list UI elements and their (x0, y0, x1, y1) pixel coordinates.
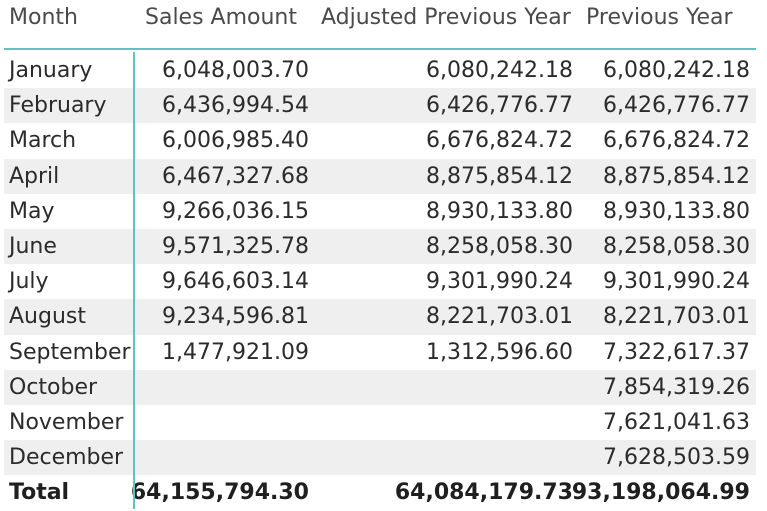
month-cell: July (9, 269, 49, 295)
adjusted-previous-year-cell: 8,258,058.30 (426, 233, 573, 259)
previous-year-cell: 9,301,990.24 (603, 269, 750, 295)
table-row: January 6,048,003.70 6,080,242.18 6,080,… (4, 53, 756, 88)
sales-amount-cell: 6,436,994.54 (162, 93, 309, 119)
previous-year-cell: 7,621,041.63 (603, 409, 750, 435)
adjusted-previous-year-cell: 8,875,854.12 (426, 163, 573, 189)
table-body: January 6,048,003.70 6,080,242.18 6,080,… (4, 53, 756, 511)
sales-amount-cell: 9,571,325.78 (162, 233, 309, 259)
column-header-previous-year[interactable]: Previous Year (586, 5, 733, 30)
table-row: December 7,628,503.59 (4, 440, 756, 476)
table-row: May 9,266,036.15 8,930,133.80 8,930,133.… (4, 194, 756, 229)
previous-year-cell: 8,875,854.12 (603, 163, 750, 189)
month-cell: March (9, 128, 77, 154)
total-row: Total 64,155,794.30 64,084,179.73 93,198… (4, 475, 756, 511)
sales-amount-cell: 6,467,327.68 (162, 163, 309, 189)
table-row: July 9,646,603.14 9,301,990.24 9,301,990… (4, 264, 756, 299)
table-row: October 7,854,319.26 (4, 369, 756, 405)
adjusted-previous-year-cell: 8,930,133.80 (426, 198, 573, 224)
header-row: Month Sales Amount Adjusted Previous Yea… (4, 0, 756, 50)
adjusted-previous-year-cell: 6,426,776.77 (426, 93, 573, 119)
month-cell: January (9, 58, 93, 83)
month-cell: May (9, 198, 55, 224)
previous-year-cell: 7,628,503.59 (603, 445, 750, 471)
previous-year-cell: 6,676,824.72 (603, 128, 750, 154)
sales-amount-cell: 9,266,036.15 (162, 198, 309, 224)
month-cell: September (9, 339, 131, 365)
month-cell: December (9, 445, 124, 471)
table-row: November 7,621,041.63 (4, 405, 756, 440)
month-cell: November (9, 409, 124, 435)
previous-year-cell: 7,854,319.26 (603, 374, 750, 400)
previous-year-cell: 8,258,058.30 (603, 233, 750, 259)
adjusted-previous-year-cell: 9,301,990.24 (426, 269, 573, 295)
table-row: March 6,006,985.40 6,676,824.72 6,676,82… (4, 123, 756, 158)
total-sales-amount: 64,155,794.30 (130, 480, 309, 506)
adjusted-previous-year-cell: 8,221,703.01 (426, 304, 573, 330)
previous-year-cell: 7,322,617.37 (603, 339, 750, 365)
total-previous-year: 93,198,064.99 (571, 480, 750, 506)
sales-amount-cell: 9,646,603.14 (162, 269, 309, 295)
adjusted-previous-year-cell: 6,080,242.18 (426, 58, 573, 83)
table-row: February 6,436,994.54 6,426,776.77 6,426… (4, 88, 756, 124)
table-row: April 6,467,327.68 8,875,854.12 8,875,85… (4, 158, 756, 194)
column-divider (133, 52, 135, 509)
total-adjusted-previous-year: 64,084,179.73 (394, 480, 573, 506)
adjusted-previous-year-cell: 1,312,596.60 (426, 339, 573, 365)
table-row: June 9,571,325.78 8,258,058.30 8,258,058… (4, 228, 756, 265)
column-header-month[interactable]: Month (9, 5, 78, 30)
month-cell: October (9, 374, 98, 400)
previous-year-cell: 8,930,133.80 (603, 198, 750, 224)
month-cell: August (9, 304, 86, 330)
previous-year-cell: 8,221,703.01 (603, 304, 750, 330)
matrix-table: Month Sales Amount Adjusted Previous Yea… (4, 0, 756, 511)
table-row: September 1,477,921.09 1,312,596.60 7,32… (4, 335, 756, 370)
sales-amount-cell: 1,477,921.09 (162, 339, 309, 365)
previous-year-cell: 6,080,242.18 (603, 58, 750, 83)
column-header-sales-amount[interactable]: Sales Amount (145, 5, 298, 30)
sales-amount-cell: 6,048,003.70 (162, 58, 309, 83)
previous-year-cell: 6,426,776.77 (603, 93, 750, 119)
column-header-adjusted-previous-year[interactable]: Adjusted Previous Year (321, 5, 571, 30)
month-cell: February (9, 93, 107, 119)
table-row: August 9,234,596.81 8,221,703.01 8,221,7… (4, 299, 756, 335)
sales-amount-cell: 9,234,596.81 (162, 304, 309, 330)
month-cell: June (9, 233, 57, 259)
month-cell: April (9, 163, 60, 189)
total-label: Total (9, 480, 70, 506)
adjusted-previous-year-cell: 6,676,824.72 (426, 128, 573, 154)
sales-amount-cell: 6,006,985.40 (162, 128, 309, 154)
